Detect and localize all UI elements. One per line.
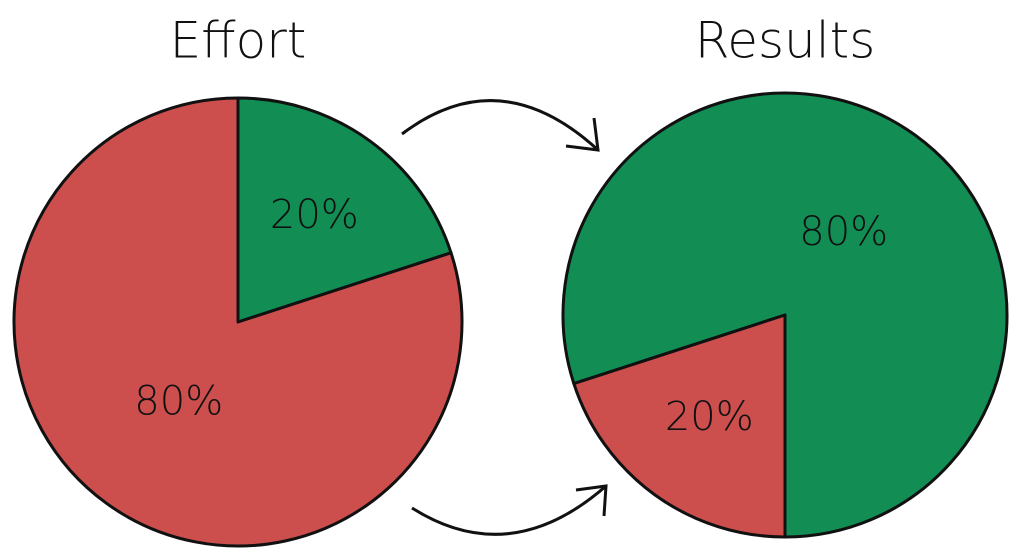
arrow — [411, 484, 607, 536]
data-label: 80% — [134, 379, 223, 425]
pie-slice — [236, 96, 453, 324]
data-label: 80% — [799, 209, 888, 255]
chart-title: Effort — [170, 12, 307, 70]
chart-title: Results — [695, 12, 876, 70]
arrow — [401, 99, 600, 152]
arrow-head — [565, 117, 600, 152]
arrow-head — [575, 484, 608, 517]
data-label: 20% — [270, 192, 359, 238]
data-label: 20% — [665, 394, 754, 440]
pie-slice — [572, 313, 787, 539]
pie-slice — [12, 96, 464, 548]
